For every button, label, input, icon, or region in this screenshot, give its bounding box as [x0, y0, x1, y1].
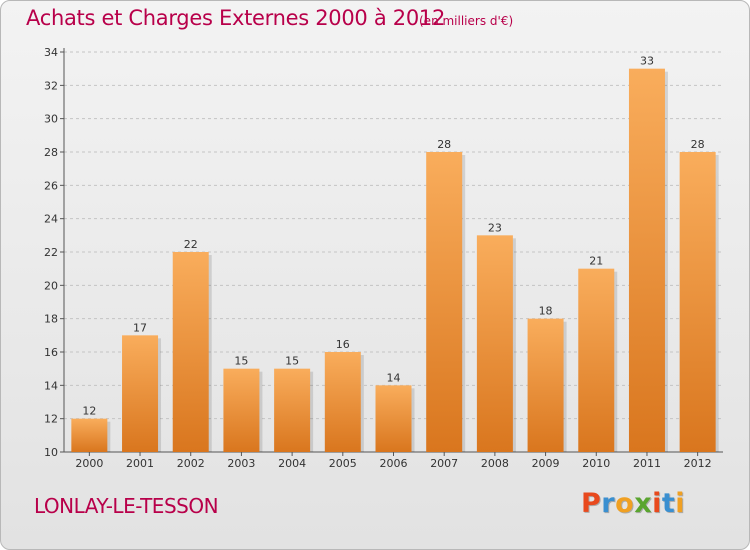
- x-tick-label-2004: 2004: [278, 457, 306, 470]
- data-label-2011: 33: [640, 55, 654, 68]
- data-label-2003: 15: [234, 355, 248, 368]
- logo-letter: x: [634, 488, 653, 519]
- logo-letter: r: [601, 488, 616, 519]
- data-label-2005: 16: [336, 338, 350, 351]
- x-tick-label-2011: 2011: [633, 457, 661, 470]
- bar-2010: [578, 268, 615, 452]
- data-label-2012: 28: [691, 138, 705, 151]
- bar-2002: [172, 252, 209, 452]
- bar-2000: [71, 418, 108, 452]
- data-label-2007: 28: [437, 138, 451, 151]
- bar-2011: [628, 68, 665, 453]
- bar-2007: [426, 152, 463, 452]
- x-tick-label-2001: 2001: [126, 457, 154, 470]
- proxiti-logo: Proxiti: [581, 488, 685, 519]
- x-tick-label-2008: 2008: [481, 457, 509, 470]
- data-label-2010: 21: [589, 255, 603, 268]
- y-tick-label: 14: [44, 379, 58, 392]
- bar-2012: [679, 152, 716, 452]
- logo-letter: o: [615, 488, 635, 519]
- logo-letter: i: [675, 488, 686, 519]
- y-tick-label: 32: [44, 79, 58, 92]
- x-tick-label-2010: 2010: [582, 457, 610, 470]
- bar-2005: [324, 352, 361, 452]
- y-tick-label: 12: [44, 413, 58, 426]
- data-label-2002: 22: [184, 238, 198, 251]
- y-tick-label: 20: [44, 279, 58, 292]
- bar-2001: [122, 335, 159, 452]
- y-tick-label: 18: [44, 313, 58, 326]
- x-tick-label-2005: 2005: [329, 457, 357, 470]
- y-tick-label: 10: [44, 446, 58, 459]
- y-tick-label: 16: [44, 346, 58, 359]
- x-tick-label-2012: 2012: [684, 457, 712, 470]
- data-label-2001: 17: [133, 321, 147, 334]
- bar-2006: [375, 385, 412, 452]
- chart-title: Achats et Charges Externes 2000 à 2012: [26, 6, 446, 30]
- bars: [71, 68, 719, 453]
- y-tick-label: 22: [44, 246, 58, 259]
- y-tick-label: 28: [44, 146, 58, 159]
- x-tick-label-2002: 2002: [177, 457, 205, 470]
- bar-2004: [274, 368, 311, 452]
- logo-letter: i: [652, 488, 662, 519]
- x-tick-label-2009: 2009: [532, 457, 560, 470]
- y-tick-label: 26: [44, 179, 58, 192]
- data-label-2004: 15: [285, 355, 299, 368]
- bar-2009: [527, 318, 564, 452]
- x-tick-label-2006: 2006: [380, 457, 408, 470]
- data-label-2009: 18: [539, 305, 553, 318]
- x-tick-label-2003: 2003: [227, 457, 255, 470]
- chart-subtitle: (en milliers d'€): [419, 14, 514, 28]
- x-tick-label-2000: 2000: [75, 457, 103, 470]
- bar-2003: [223, 368, 260, 452]
- y-tick-label: 34: [44, 46, 58, 59]
- data-label-2006: 14: [387, 371, 401, 384]
- logo-letter: P: [581, 488, 602, 519]
- grid-lines: [64, 51, 723, 420]
- logo-letter: t: [661, 488, 676, 519]
- y-tick-label: 24: [44, 213, 58, 226]
- data-label-2008: 23: [488, 221, 502, 234]
- commune-name: LONLAY-LE-TESSON: [34, 494, 219, 518]
- x-tick-label-2007: 2007: [430, 457, 458, 470]
- bar-2008: [476, 235, 513, 452]
- data-labels: 12 17 22 15 15 16 14 28 23 18 21 33 28: [82, 55, 704, 418]
- y-tick-label: 30: [44, 113, 58, 126]
- data-label-2000: 12: [82, 405, 96, 418]
